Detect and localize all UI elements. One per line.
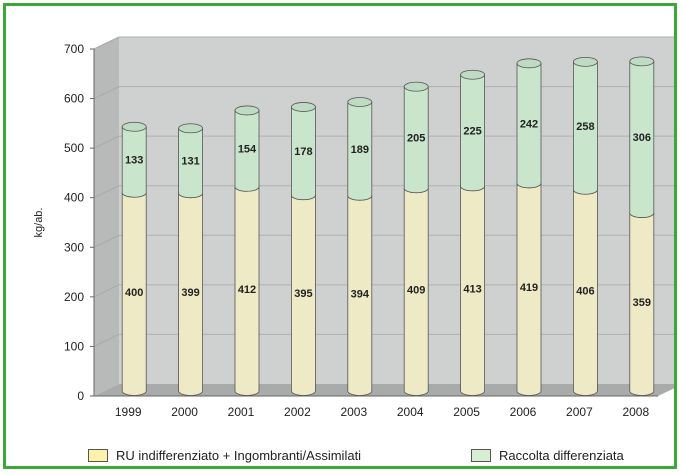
data-label-1999-differenziata: 133 [125,155,143,167]
data-label-2002-ru: 395 [294,288,312,300]
x-tick-label-2000: 2000 [171,405,198,419]
gridline-side [93,234,120,248]
x-tick-label-2002: 2002 [284,405,311,419]
bar-2006-ru [516,182,542,396]
x-tick-label-2008: 2008 [622,405,649,419]
side-wall [94,37,119,396]
bar-2008-differenziata [629,60,655,218]
bar-2005-differenziata [460,74,485,192]
bar-2002-differenziata [291,106,316,201]
gridline-side [93,36,120,50]
data-label-2003-differenziata: 189 [351,144,369,156]
data-label-2001-differenziata: 154 [238,144,257,156]
data-label-2007-ru: 406 [576,285,594,297]
bar-top-2004 [403,81,429,92]
bar-top-2001 [234,105,260,116]
y-tick-label: 200 [64,290,84,304]
data-label-2007-differenziata: 258 [576,121,594,133]
bar-2002-ru [291,194,316,396]
bar-2008-ru [629,212,655,396]
bar-1999-ru [121,192,147,396]
y-tick-label: 500 [64,141,84,155]
bar-2005-ru [460,185,485,396]
data-label-2005-differenziata: 225 [463,126,481,138]
bar-top-1999 [121,121,147,132]
y-axis-label: kg/ab. [33,208,45,238]
bar-2007-differenziata [573,61,598,195]
x-tick-label-1999: 1999 [115,405,142,419]
legend-item-ru: RU indifferenziato + Ingombranti/Assimil… [88,448,361,463]
x-tick-label-2004: 2004 [397,405,424,419]
bar-top-2003 [347,97,373,107]
data-label-2008-differenziata: 306 [633,132,651,144]
bar-2001-ru [234,186,260,396]
gridline-side [93,86,120,100]
bar-top-2002 [290,102,316,112]
bar-1999-differenziata [121,126,147,198]
legend-swatch-ru [88,449,108,462]
bar-2000-ru [178,192,203,396]
bar-top-2008 [629,56,655,67]
data-label-2000-differenziata: 131 [181,156,199,168]
chart-frame: 0 100 200 300 400 500 600 700 kg/ab. 400 133 1999 39… [3,3,677,469]
bar-2004-ru [403,187,429,396]
gridline-side [93,333,120,347]
bar-2007-ru [573,189,598,396]
y-tick-label: 100 [64,339,84,353]
data-label-2000-ru: 399 [181,287,199,299]
x-tick-label-2005: 2005 [453,405,480,419]
bar-2003-differenziata [347,101,373,201]
y-tick-label: 700 [64,42,84,56]
data-label-2004-differenziata: 205 [407,132,425,144]
data-label-2001-ru: 412 [238,284,256,296]
legend-label-ru: RU indifferenziato + Ingombranti/Assimil… [116,448,362,463]
legend-label-differenziata: Raccolta differenziata [499,448,624,463]
bar-top-2006 [516,58,542,69]
legend-item-differenziata: Raccolta differenziata [471,448,624,463]
bar-top-2005 [460,69,486,80]
data-label-2002-differenziata: 178 [294,146,312,158]
legend-swatch-differenziata [471,449,491,462]
stacked-bar-chart: 0 100 200 300 400 500 600 700 kg/ab. 400 133 1999 39… [33,36,674,419]
x-tick-label-2007: 2007 [566,405,593,419]
x-tick-label-2001: 2001 [228,405,255,419]
bar-2006-differenziata [516,62,542,189]
y-tick-label: 300 [64,240,84,254]
y-tick-label: 0 [77,389,84,403]
gridline-side [93,135,120,149]
bar-2001-differenziata [234,110,260,192]
bar-top-2000 [178,123,204,134]
y-tick-label: 600 [64,92,84,106]
x-tick-label-2003: 2003 [340,405,367,419]
bar-2000-differenziata [178,127,203,199]
data-label-2006-differenziata: 242 [520,118,538,130]
data-label-2008-ru: 359 [633,297,651,309]
bar-top-2007 [573,56,598,67]
y-tick-label: 400 [64,191,84,205]
data-label-2004-ru: 409 [407,285,425,297]
gridline-side [93,185,120,199]
bar-2003-ru [347,195,373,396]
legend: RU indifferenziato + Ingombranti/Assimil… [88,448,668,468]
bar-2004-differenziata [403,86,429,194]
data-label-2006-ru: 419 [520,282,538,294]
data-label-1999-ru: 400 [125,287,143,299]
data-label-2005-ru: 413 [463,284,481,296]
x-tick-label-2006: 2006 [510,405,537,419]
data-label-2003-ru: 394 [351,288,370,300]
gridline-side [93,284,120,298]
